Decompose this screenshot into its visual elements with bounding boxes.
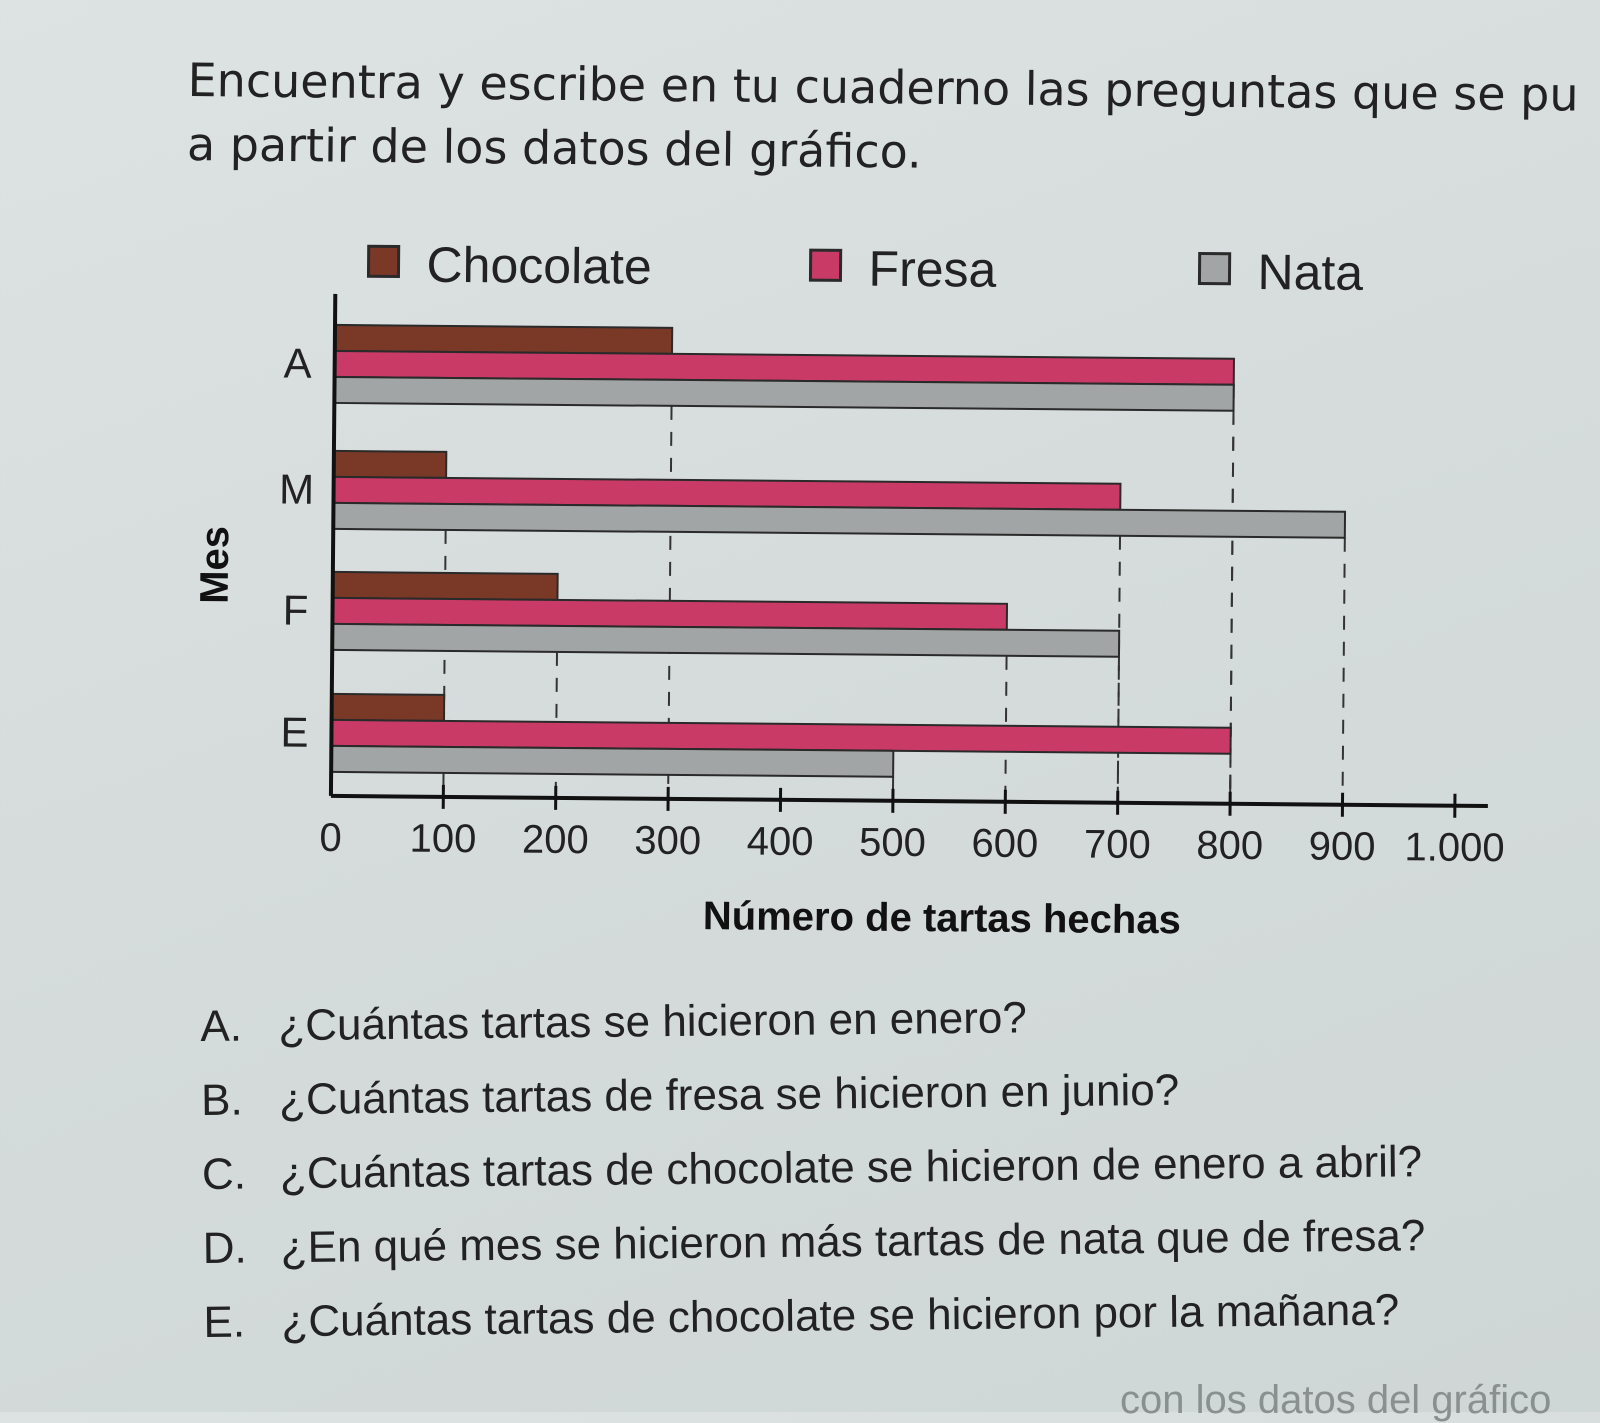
bar-nata-e: [331, 746, 893, 777]
legend-swatch-nata: [1199, 253, 1229, 283]
category-label: M: [279, 465, 314, 512]
bar-nata-f: [332, 624, 1119, 657]
legend-label-nata: Nata: [1257, 244, 1363, 301]
x-tick-label: 1.000: [1404, 825, 1504, 870]
x-tick-label: 400: [747, 820, 814, 865]
bar-chocolate-a: [335, 325, 672, 354]
x-tick-label: 500: [859, 821, 926, 866]
x-tick-label: 600: [971, 822, 1038, 867]
legend-swatch-chocolate: [368, 246, 398, 276]
bar-chart: 0 100 200 300 400 500 600 700 800 900 1.000 A M F E Núm…: [0, 0, 1600, 967]
x-tick-label: 300: [634, 819, 701, 864]
question-text: ¿Cuántas tartas de chocolate se hicieron…: [280, 1137, 1423, 1199]
question-text: ¿Cuántas tartas de fresa se hicieron en …: [279, 1066, 1180, 1125]
category-label: F: [283, 586, 309, 633]
x-tick-label: 900: [1309, 824, 1376, 869]
x-tick-label: 800: [1196, 823, 1263, 868]
x-tick-label: 700: [1084, 822, 1151, 867]
question-text: ¿Cuántas tartas de chocolate se hicieron…: [281, 1285, 1399, 1347]
category-label: E: [280, 708, 308, 755]
question-text: ¿En qué mes se hicieron más tartas de na…: [280, 1211, 1425, 1273]
x-tick-label: 200: [522, 818, 589, 863]
bar-chocolate-e: [332, 694, 445, 721]
reference-line: [1342, 538, 1344, 805]
legend-swatch-fresa: [810, 250, 840, 280]
x-tick-label: 0: [319, 816, 342, 860]
legend-label-chocolate: Chocolate: [426, 237, 652, 295]
question-letter: C.: [202, 1149, 281, 1200]
question-letter: D.: [202, 1223, 281, 1274]
question-letter: B.: [201, 1075, 280, 1126]
category-label: A: [283, 339, 311, 386]
bar-chocolate-f: [333, 572, 558, 600]
question-letter: A.: [200, 1001, 279, 1052]
x-tick-label: 100: [409, 817, 476, 862]
question-list: A. ¿Cuántas tartas se hicieron en enero?…: [200, 976, 1584, 1360]
x-axis-title: Número de tartas hechas: [703, 894, 1181, 942]
question-e: E. ¿Cuántas tartas de chocolate se hicie…: [203, 1272, 1584, 1360]
y-axis-title: Mes: [193, 526, 238, 604]
bar-nata-m: [333, 503, 1345, 538]
legend-label-fresa: Fresa: [868, 241, 996, 298]
x-axis-line: [331, 796, 1488, 806]
question-text: ¿Cuántas tartas se hicieron en enero?: [278, 993, 1027, 1051]
chart-svg: 0 100 200 300 400 500 600 700 800 900 1.000 A M F E Núm…: [0, 0, 1600, 967]
question-letter: E.: [203, 1297, 282, 1348]
bar-chocolate-m: [334, 451, 447, 478]
footer-fragment: con los datos del gráfico: [1120, 1378, 1551, 1423]
